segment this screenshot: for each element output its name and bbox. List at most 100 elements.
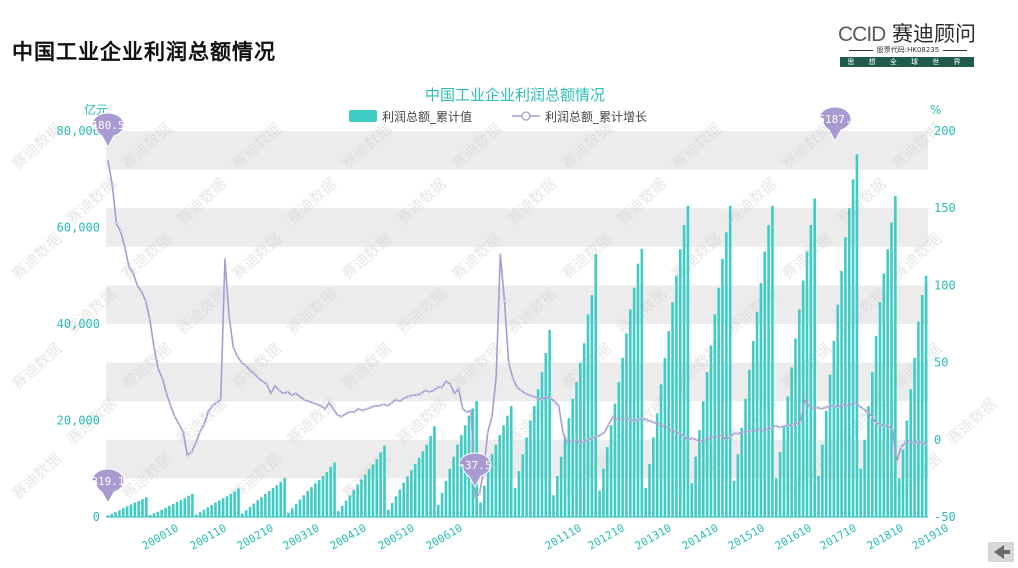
growth-point <box>724 438 727 441</box>
bar <box>544 352 548 517</box>
growth-point <box>824 406 827 409</box>
chart-markers: 180.5 319.1 -37.5 75187.1 <box>91 106 858 505</box>
growth-point <box>202 423 206 426</box>
bar <box>498 434 502 517</box>
bar <box>909 389 913 517</box>
bar <box>133 502 137 517</box>
bar <box>575 381 578 517</box>
bar <box>767 225 770 517</box>
growth-point <box>695 438 698 441</box>
growth-point <box>394 398 398 401</box>
growth-point <box>169 404 172 408</box>
growth-point <box>632 420 636 423</box>
bar <box>148 515 152 517</box>
x-tick-label: 201210 <box>586 521 627 552</box>
growth-point <box>874 421 878 425</box>
growth-point <box>615 418 619 421</box>
growth-point <box>812 407 815 411</box>
growth-point <box>557 404 560 408</box>
growth-point <box>144 299 147 303</box>
bar <box>325 472 329 517</box>
bar <box>256 500 260 517</box>
bar <box>751 340 755 517</box>
bar <box>444 480 448 517</box>
growth-point <box>219 398 222 401</box>
bar <box>901 449 905 517</box>
growth-point <box>666 426 669 429</box>
growth-point <box>148 318 152 321</box>
bar <box>552 495 555 517</box>
bar <box>387 509 390 517</box>
bar <box>241 513 244 517</box>
back-arrow-icon[interactable] <box>988 542 1014 562</box>
bar <box>709 345 713 517</box>
growth-point <box>152 345 156 349</box>
growth-point <box>277 389 281 392</box>
bar <box>194 514 198 517</box>
bar <box>129 504 133 517</box>
bar <box>479 502 482 517</box>
growth-point <box>657 423 661 426</box>
bar <box>809 225 813 517</box>
bar <box>402 482 405 517</box>
bar <box>678 249 682 517</box>
growth-point <box>328 401 331 404</box>
growth-point <box>269 392 273 395</box>
bar <box>736 454 740 517</box>
bar <box>321 475 325 517</box>
growth-point <box>782 424 786 428</box>
growth-point <box>636 418 640 421</box>
bar <box>121 508 125 517</box>
growth-point <box>524 392 527 395</box>
growth-point <box>732 432 736 435</box>
growth-point <box>198 430 202 434</box>
growth-point <box>628 418 631 421</box>
bar <box>579 362 582 517</box>
left-tick-label: 40,000 <box>57 317 100 331</box>
x-tick-label: 200610 <box>424 521 465 552</box>
bar <box>302 495 306 517</box>
bar <box>529 420 532 517</box>
logo-brand: CCID 赛迪顾问 <box>838 18 976 48</box>
bar <box>629 309 632 517</box>
bar <box>774 478 778 517</box>
growth-point <box>348 410 352 414</box>
bar <box>605 447 609 517</box>
bar <box>294 503 298 517</box>
bar <box>913 357 916 517</box>
bar <box>298 499 302 517</box>
bar <box>725 232 728 517</box>
x-tick-label: 201510 <box>726 521 767 552</box>
bar <box>813 198 816 518</box>
bar <box>436 504 440 517</box>
growth-point <box>499 253 502 256</box>
chart-title: 中国工业企业利润总额情况 <box>425 86 605 104</box>
growth-point <box>832 404 836 408</box>
marker-label: 180.5 <box>91 119 124 132</box>
growth-point <box>190 450 193 454</box>
bar <box>502 425 505 517</box>
growth-point <box>136 284 139 287</box>
growth-point <box>511 376 515 380</box>
growth-point <box>419 392 423 395</box>
value-marker: -37.5 <box>458 452 492 489</box>
bar <box>141 499 144 517</box>
ccid-logo: CCID 赛迪顾问 股票代码:HK08235 思 想 全 球 世 界 <box>838 18 978 72</box>
bar <box>363 474 367 517</box>
x-tick-label: 200410 <box>328 521 369 552</box>
bar <box>890 222 893 517</box>
right-tick-label: 0 <box>934 433 941 447</box>
bar <box>897 478 901 517</box>
bar <box>675 275 678 517</box>
bar-series <box>106 154 928 518</box>
bar <box>640 248 644 518</box>
growth-point <box>882 424 886 428</box>
growth-point <box>828 404 832 408</box>
growth-point <box>361 409 364 412</box>
growth-point <box>661 424 665 428</box>
logo-cn: 赛迪顾问 <box>892 22 977 46</box>
chart-legend: 利润总额_累计值 利润总额_累计增长 <box>349 109 647 124</box>
bar <box>794 338 797 517</box>
growth-point <box>745 430 748 434</box>
bar <box>367 469 371 517</box>
